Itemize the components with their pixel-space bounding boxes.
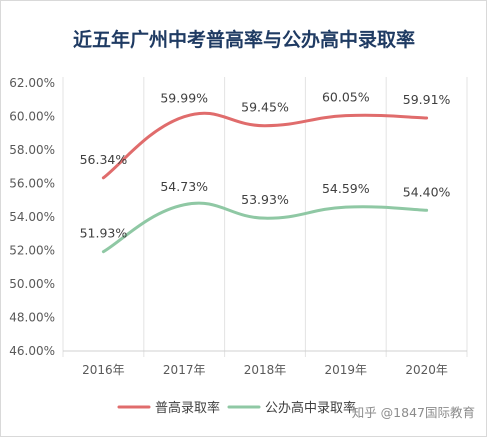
y-tick-label: 50.00% [9,277,55,291]
data-label: 53.93% [241,192,289,207]
grid-lines [62,77,468,357]
data-label: 56.34% [80,152,128,167]
data-label: 54.73% [160,179,208,194]
chart-title: 近五年广州中考普高率与公办高中录取率 [73,28,415,51]
data-labels: 56.34% 59.99% 59.45% 60.05% 59.91% 51.93% 54.7… [80,90,451,241]
y-tick-label: 56.00% [9,177,55,191]
data-label: 60.05% [322,90,370,105]
x-tick-label: 2020年 [405,363,448,377]
legend-label: 公办高中录取率 [265,400,356,416]
data-label: 59.45% [241,100,289,115]
data-label: 59.91% [403,92,451,107]
data-label: 54.59% [322,181,370,196]
legend-label: 普高录取率 [155,400,220,416]
legend: 普高录取率 公办高中录取率 [117,400,356,416]
x-tick-label: 2017年 [163,363,206,377]
data-label: 59.99% [160,91,208,106]
series-line-2 [101,201,429,254]
y-tick-label: 62.00% [9,76,55,90]
watermark: 知乎 @1847国际教育 [352,405,475,420]
series [101,111,429,254]
y-tick-label: 54.00% [9,210,55,224]
x-tick-label: 2016年 [82,363,125,377]
data-label: 54.40% [403,184,451,199]
series-line-1 [101,111,429,180]
y-tick-label: 60.00% [9,110,55,124]
data-label: 51.93% [80,226,128,241]
x-tick-label: 2019年 [325,363,368,377]
axes: 46.00% 48.00% 50.00% 52.00% 54.00% 56.00% 58.0… [9,76,467,377]
y-tick-label: 58.00% [9,143,55,157]
y-tick-label: 52.00% [9,244,55,258]
x-tick-label: 2018年 [244,363,287,377]
y-tick-label: 46.00% [9,344,55,358]
y-tick-label: 48.00% [9,311,55,325]
